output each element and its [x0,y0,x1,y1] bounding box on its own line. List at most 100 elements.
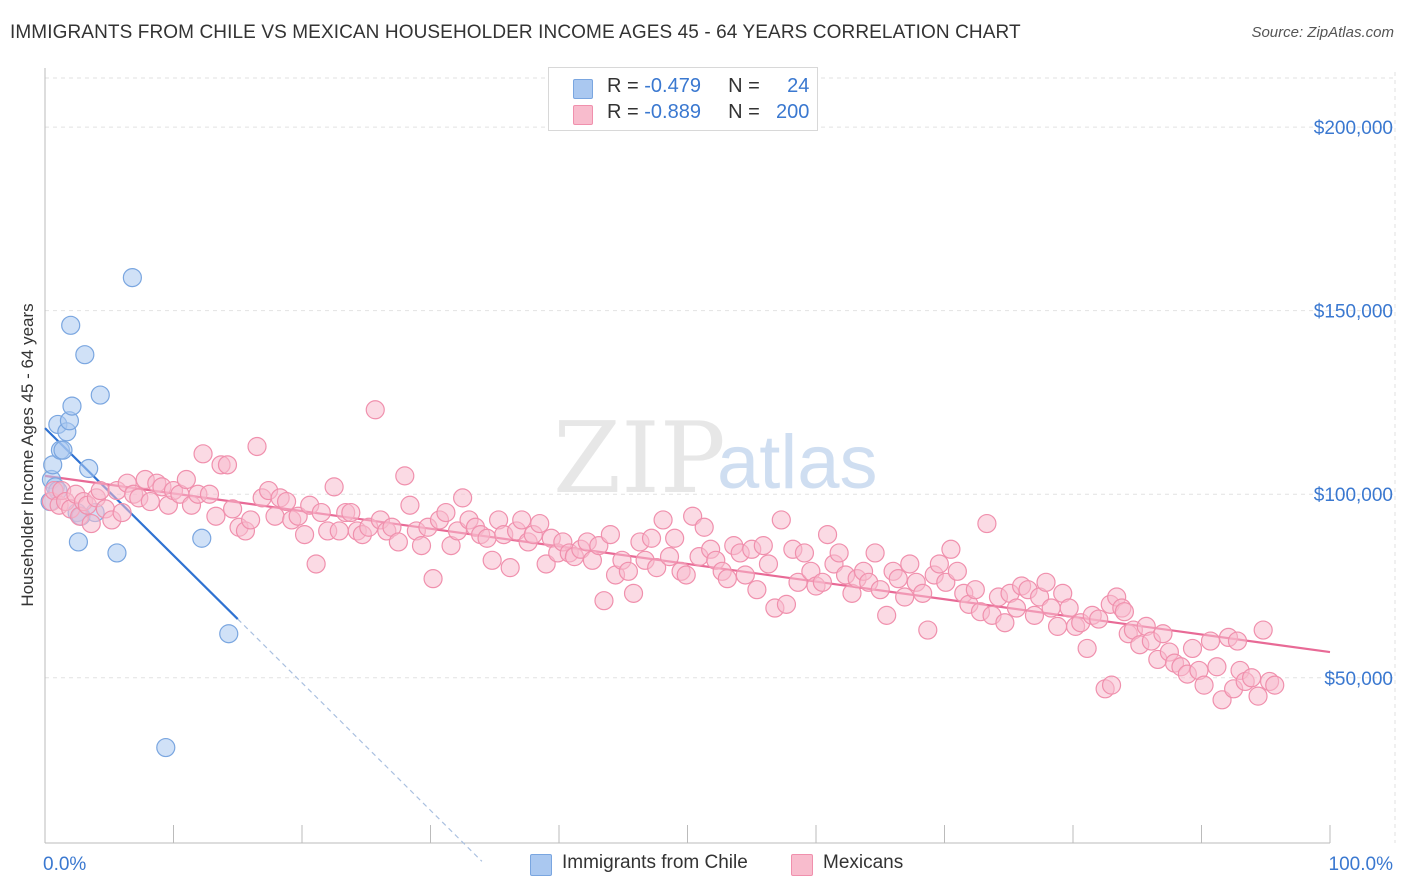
point-mexicans [758,554,779,574]
y-tick-label: $50,000 [1324,669,1393,690]
point-mexicans [423,569,443,589]
legend-r-label: R = [607,101,639,123]
trend-line-chile [44,427,239,620]
point-mexicans [341,502,361,523]
point-mexicans [618,561,638,581]
point-mexicans [977,513,997,534]
bottom-legend-swatch-chile [530,854,552,876]
point-mexicans [1242,668,1262,688]
point-mexicans [477,528,497,548]
point-mexicans [1253,620,1273,640]
point-mexicans [223,499,243,519]
point-mexicans [589,536,609,556]
point-mexicans [90,480,110,501]
chart-source: Source: ZipAtlas.com [1251,24,1394,41]
chart-title: IMMIGRANTS FROM CHILE VS MEXICAN HOUSEHO… [10,22,1021,43]
point-mexicans [1089,609,1109,629]
point-mexicans [747,580,767,600]
point-mexicans [1059,598,1079,618]
x-tick-label: 0.0% [43,854,86,875]
point-mexicans [199,484,220,504]
point-mexicans [995,613,1015,633]
legend-n-value-chile: 24 [787,75,810,97]
point-mexicans [1248,686,1268,706]
point-chile [219,624,239,644]
point-mexicans [600,524,621,545]
point-mexicans [411,536,432,556]
point-mexicans [1182,638,1203,659]
legend-n-label: N = [728,101,760,123]
point-mexicans [453,488,473,508]
point-mexicans [870,580,890,600]
point-mexicans [929,554,949,574]
point-mexicans [436,502,456,523]
bottom-legend-label-chile: Immigrants from Chile [562,852,748,873]
point-mexicans [1041,598,1061,618]
point-chile [156,737,176,758]
point-mexicans [276,491,297,512]
point-chile [79,458,99,479]
point-chile [192,528,212,548]
point-mexicans [900,554,920,574]
watermark: ZIP atlas [553,402,878,516]
point-mexicans [812,572,833,592]
legend-r-value-mexicans: -0.889 [644,101,701,123]
point-mexicans [1024,605,1045,625]
stats-legend: R = -0.479 N = 24 R = -0.889 N = 200 [548,67,818,131]
point-mexicans [1036,572,1056,592]
point-mexicans [1265,675,1285,695]
point-mexicans [206,506,226,526]
point-chile [75,345,95,365]
point-mexicans [530,513,550,534]
point-mexicans [1006,598,1027,618]
point-mexicans [81,513,101,534]
point-mexicans [400,495,420,515]
point-mexicans [324,477,344,497]
point-mexicans [241,510,261,530]
watermark-atlas: atlas [717,420,878,505]
legend-r-label: R = [607,75,639,97]
point-mexicans [865,543,885,563]
point-mexicans [247,436,267,457]
point-mexicans [500,558,520,578]
points-layer [40,268,1285,758]
y-axis-label: Householder Income Ages 45 - 64 years [18,303,37,607]
point-mexicans [913,583,933,603]
point-chile [107,543,127,563]
tick-labels: $50,000 $100,000 $150,000 $200,000 0.0% 100.0… [43,118,1393,875]
point-mexicans [311,502,331,523]
x-tick-label: 100.0% [1329,854,1394,875]
point-mexicans [1200,631,1221,651]
point-mexicans [329,521,349,541]
bottom-legend-swatch-mexicans [791,854,813,876]
point-mexicans [788,572,808,592]
point-chile [90,385,110,405]
point-mexicans [265,506,285,526]
point-mexicans [294,524,315,545]
point-chile [53,440,73,460]
point-mexicans [1101,675,1122,695]
point-mexicans [965,580,985,600]
point-mexicans [918,620,938,640]
point-chile [68,532,89,552]
point-mexicans [1227,631,1248,651]
point-mexicans [888,569,908,589]
y-tick-label: $150,000 [1314,302,1393,323]
y-tick-label: $100,000 [1314,485,1393,506]
point-mexicans [665,528,685,548]
legend-r-value-chile: -0.479 [644,75,701,97]
point-mexicans [641,528,662,548]
point-mexicans [647,558,667,578]
point-mexicans [594,591,614,611]
legend-n-label: N = [728,75,760,97]
point-mexicans [1212,690,1232,710]
point-mexicans [395,466,415,486]
point-mexicans [941,539,961,559]
point-mexicans [193,444,213,464]
point-mexicans [947,561,967,581]
point-mexicans [694,517,714,537]
point-mexicans [659,547,680,567]
point-chile [62,396,82,416]
point-mexicans [623,583,644,603]
